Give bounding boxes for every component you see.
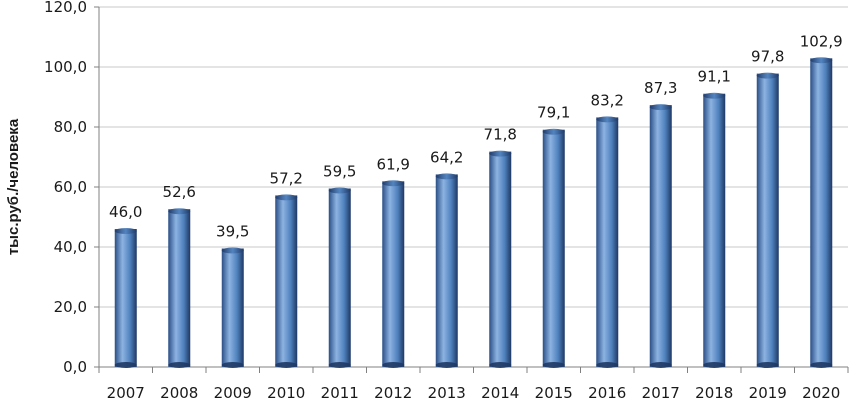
data-label: 102,9 <box>800 32 843 50</box>
bar-base-cap <box>649 362 672 368</box>
bar-top-cap <box>542 128 565 135</box>
bar-2008 <box>168 208 191 368</box>
x-tick-label: 2009 <box>214 384 252 402</box>
bar-2020 <box>810 57 833 368</box>
bar <box>649 105 672 367</box>
data-label: 64,2 <box>430 148 463 166</box>
bar-2014 <box>489 150 512 368</box>
x-tick-label: 2007 <box>107 384 145 402</box>
data-label: 83,2 <box>591 91 624 109</box>
y-tick-label: 60,0 <box>54 178 87 196</box>
x-tick-label: 2019 <box>749 384 787 402</box>
data-label: 97,8 <box>751 48 784 66</box>
bar <box>703 93 726 367</box>
bar-top-cap <box>435 173 458 180</box>
bar-2013 <box>435 173 458 368</box>
bar-base-cap <box>489 362 512 368</box>
bar-top-cap <box>275 194 298 201</box>
bar-top-cap <box>221 247 244 254</box>
data-label: 87,3 <box>644 79 677 97</box>
bar <box>382 181 405 367</box>
bar-top-cap <box>810 57 833 64</box>
bar-base-cap <box>703 362 726 368</box>
x-tick-label: 2008 <box>160 384 198 402</box>
bar-2019 <box>756 72 779 368</box>
y-tick-label: 40,0 <box>54 238 87 256</box>
bar-top-cap <box>756 72 779 79</box>
bar-top-cap <box>382 180 405 187</box>
data-label: 39,5 <box>216 223 249 241</box>
bar-base-cap <box>435 362 458 368</box>
bar <box>114 229 137 367</box>
data-labels: 46,0 52,6 39,5 57,2 59,5 61,9 64,2 71,8 79,1 83,2… <box>109 32 843 240</box>
bar-base-cap <box>114 362 137 368</box>
bar-base-cap <box>542 362 565 368</box>
y-axis-title: тыс.руб./человека <box>5 118 22 255</box>
bar-top-cap <box>489 150 512 157</box>
bar-base-cap <box>382 362 405 368</box>
bar-2012 <box>382 180 405 368</box>
bar-base-cap <box>168 362 191 368</box>
bar <box>542 129 565 367</box>
y-tick-labels: 0,0 20,0 40,0 60,0 80,0 100,0 120,0 <box>44 0 87 376</box>
x-tick-label: 2012 <box>374 384 412 402</box>
y-tick-label: 120,0 <box>44 0 87 16</box>
x-tick-label: 2011 <box>321 384 359 402</box>
x-tick-label: 2016 <box>588 384 626 402</box>
bar-2011 <box>328 187 351 368</box>
data-label: 52,6 <box>163 183 196 201</box>
bar-base-cap <box>328 362 351 368</box>
bar <box>596 117 619 368</box>
data-label: 91,1 <box>698 68 731 86</box>
data-label: 57,2 <box>270 169 303 187</box>
x-tick-label: 2014 <box>481 384 519 402</box>
bar <box>168 209 191 367</box>
bar-top-cap <box>168 208 191 215</box>
x-tick-label: 2017 <box>642 384 680 402</box>
bar <box>275 195 298 367</box>
bar-2017 <box>649 104 672 368</box>
bar <box>756 73 779 367</box>
data-label: 79,1 <box>537 104 570 122</box>
bar <box>489 151 512 367</box>
data-label: 59,5 <box>323 163 356 181</box>
bar-top-cap <box>114 228 137 234</box>
y-tick-label: 100,0 <box>44 58 87 76</box>
y-tick-label: 0,0 <box>63 358 87 376</box>
bar-base-cap <box>756 362 779 368</box>
bar-2010 <box>275 194 298 368</box>
bar <box>810 58 833 368</box>
data-label: 61,9 <box>377 155 410 173</box>
x-tick-label: 2013 <box>428 384 466 402</box>
x-tick-label: 2018 <box>695 384 733 402</box>
bar-2009 <box>221 247 244 368</box>
bars <box>114 57 833 368</box>
x-tick-labels: 2007 2008 2009 2010 2011 2012 2013 2014 2015 2016… <box>107 384 841 402</box>
bar-2007 <box>114 228 137 368</box>
axes <box>94 6 849 373</box>
y-tick-label: 80,0 <box>54 118 87 136</box>
bar-top-cap <box>703 92 726 99</box>
x-tick-label: 2010 <box>267 384 305 402</box>
data-label: 46,0 <box>109 203 142 221</box>
x-tick-label: 2015 <box>535 384 573 402</box>
bar-base-cap <box>596 362 619 368</box>
data-label: 71,8 <box>484 126 517 144</box>
bar-base-cap <box>221 362 244 368</box>
bar-2016 <box>596 116 619 368</box>
bar <box>328 188 351 367</box>
bar-top-cap <box>649 104 672 111</box>
bar-base-cap <box>810 362 833 368</box>
bar <box>221 248 244 367</box>
bar-base-cap <box>275 362 298 368</box>
bar-top-cap <box>596 116 619 123</box>
grid-lines <box>99 6 848 308</box>
bar-2015 <box>542 128 565 368</box>
y-tick-label: 20,0 <box>54 298 87 316</box>
bar-2018 <box>703 92 726 368</box>
bar-top-cap <box>328 187 351 194</box>
x-tick-label: 2020 <box>802 384 840 402</box>
bar <box>435 174 458 367</box>
